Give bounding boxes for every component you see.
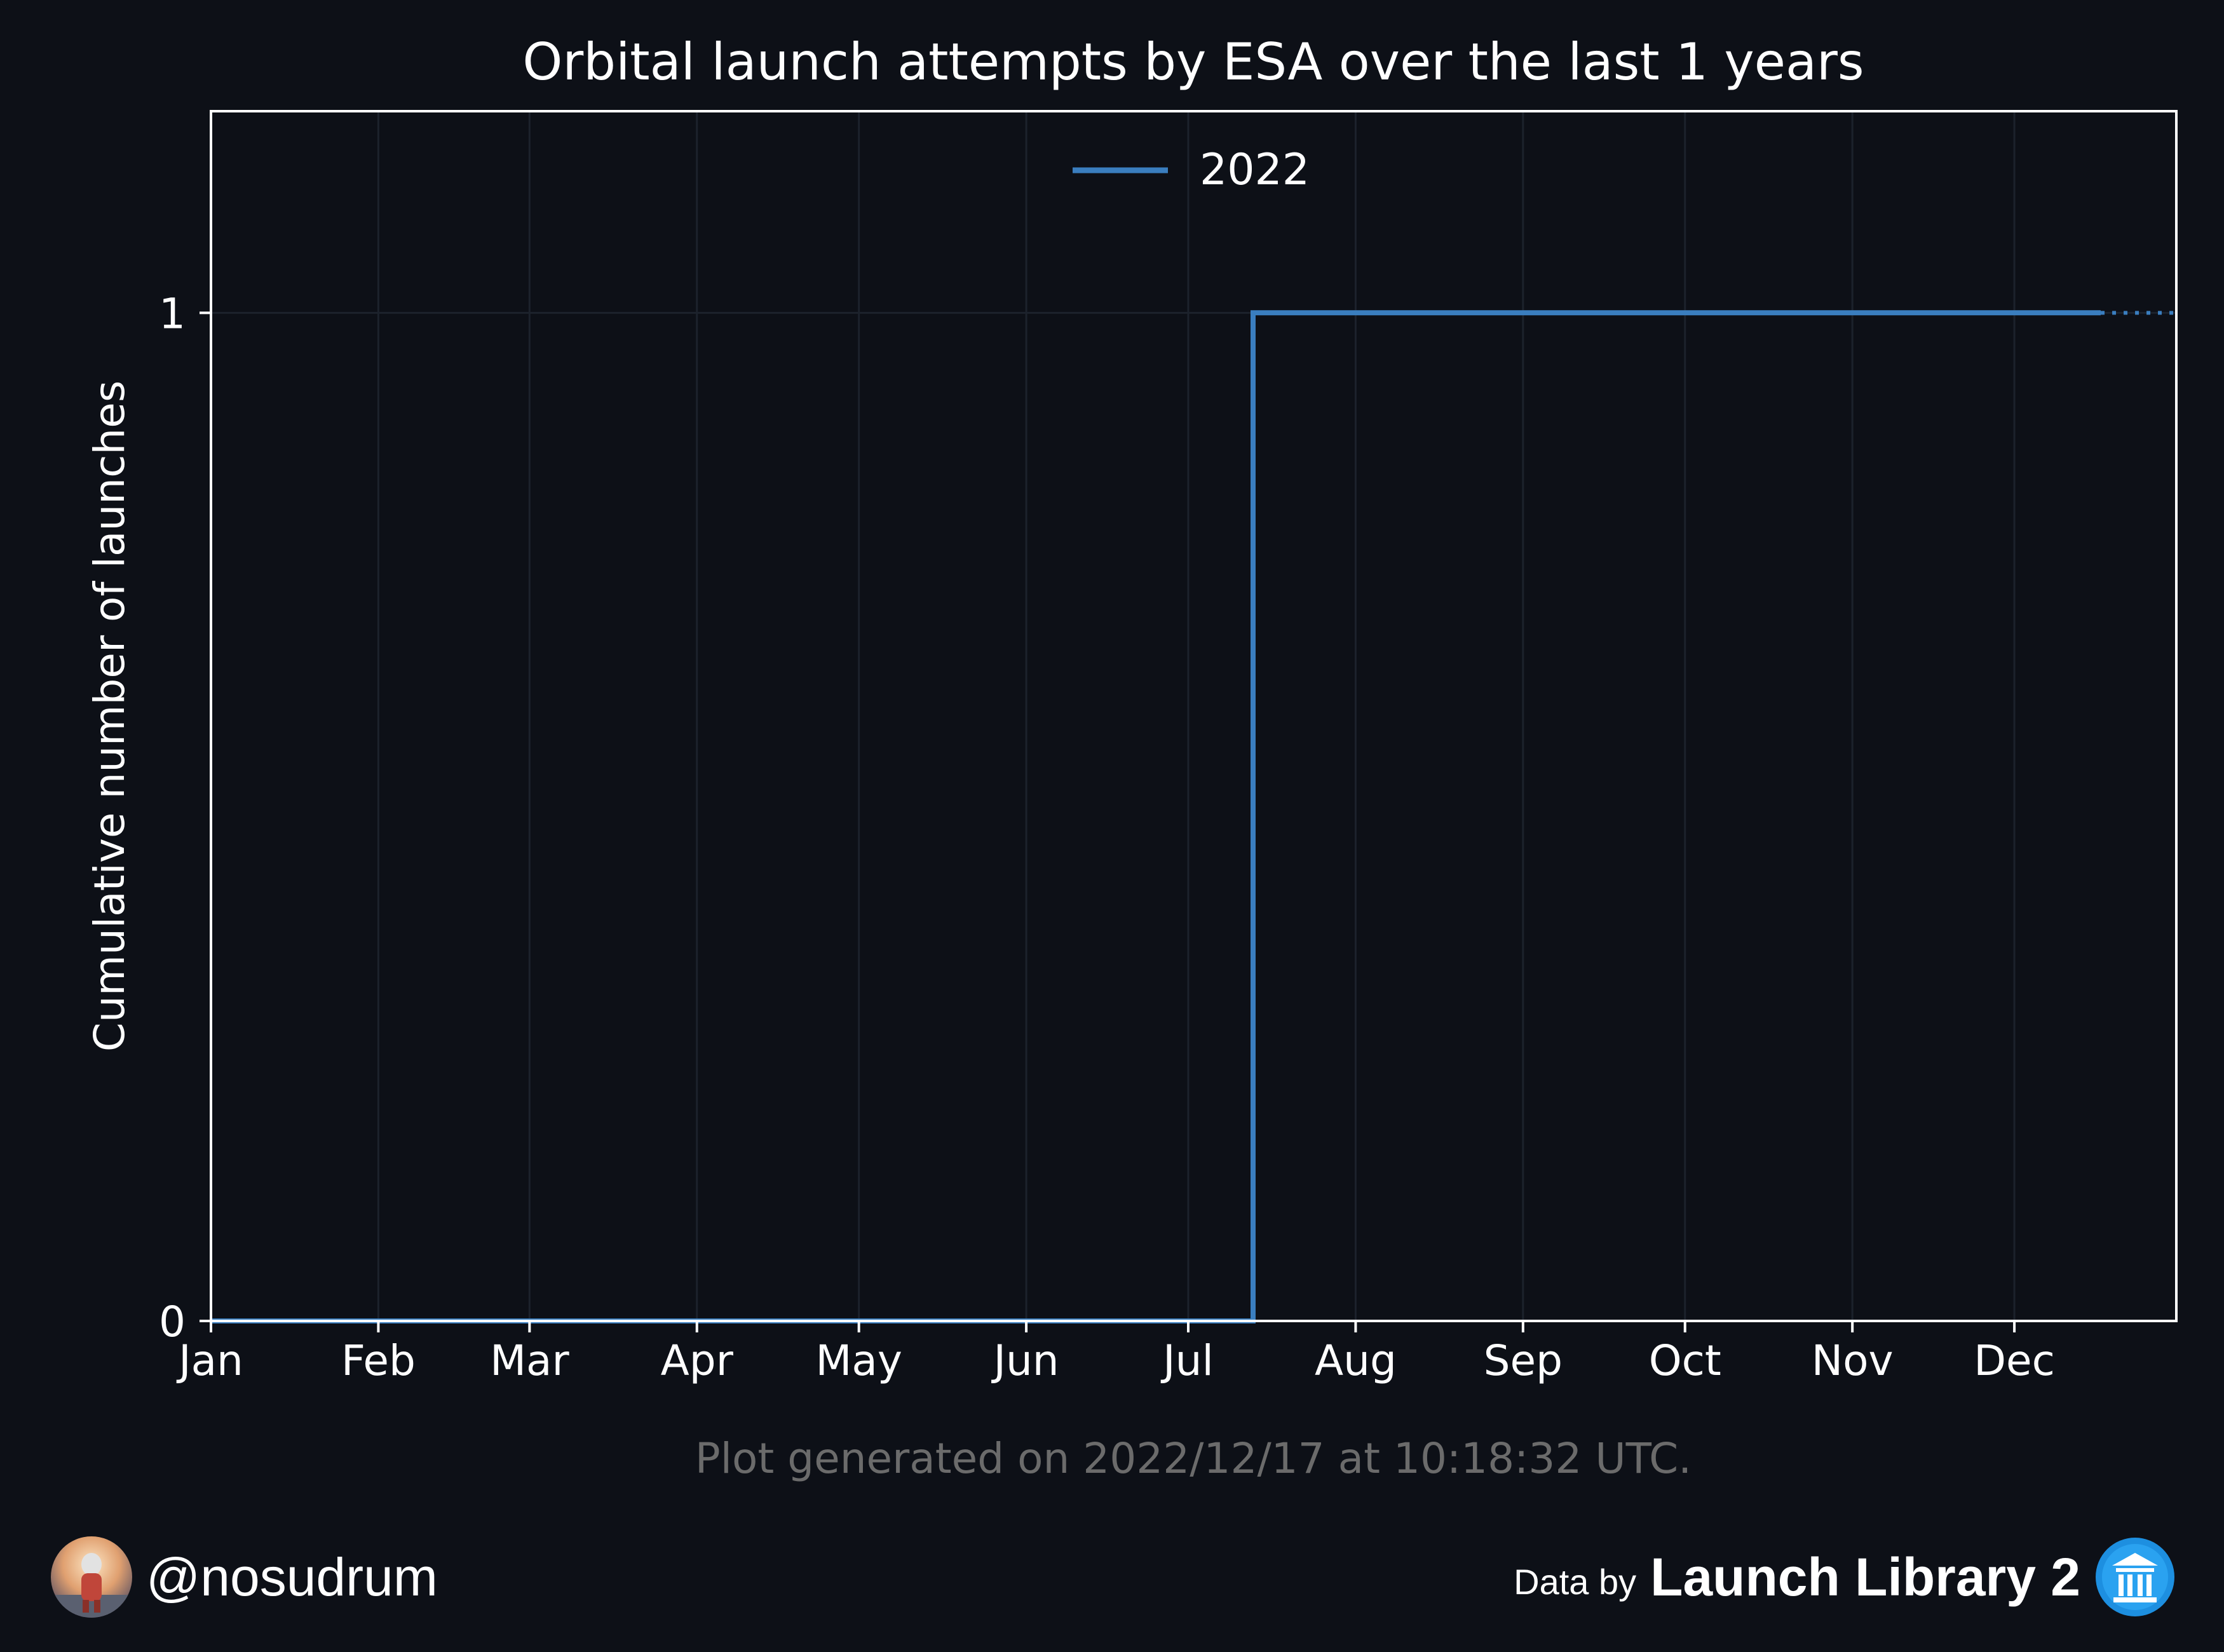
y-axis-label: Cumulative number of launches: [85, 381, 134, 1052]
data-by-label: Data by: [1514, 1561, 1637, 1602]
x-tick-label: Feb: [341, 1336, 416, 1385]
y-tick-label: 1: [159, 289, 186, 338]
launch-library-brand: Launch Library 2: [1650, 1547, 2080, 1607]
legend-label-2022: 2022: [1200, 145, 1310, 195]
x-tick-label: Jul: [1160, 1336, 1214, 1385]
x-tick-label: Mar: [490, 1336, 569, 1385]
x-tick-label: Apr: [661, 1336, 734, 1385]
x-tick-label: Jan: [176, 1336, 243, 1385]
author-handle: @nosudrum: [146, 1547, 438, 1607]
x-tick-label: Oct: [1649, 1336, 1721, 1385]
legend: 2022: [1073, 145, 1310, 195]
x-tick-label: Aug: [1315, 1336, 1397, 1385]
y-axis: 01: [159, 289, 211, 1346]
plot-frame: [210, 110, 2178, 1322]
x-tick-label: May: [815, 1336, 902, 1385]
y-tick-label: 0: [159, 1297, 186, 1346]
x-axis: Jan Feb Mar Apr May Jun Jul Aug Sep Oct Nov Dec: [176, 1321, 2055, 1385]
data-source-credit: Data by Launch Library 2: [1514, 1536, 2176, 1618]
x-tick-label: Nov: [1812, 1336, 1894, 1385]
plot-background: [211, 111, 2176, 1321]
x-tick-label: Dec: [1974, 1336, 2055, 1385]
author-credit: @nosudrum: [51, 1536, 438, 1618]
chart-title: Orbital launch attempts by ESA over the …: [522, 32, 1864, 91]
astronaut-avatar-icon: [51, 1536, 132, 1618]
x-tick-label: Jun: [991, 1336, 1059, 1385]
plot-caption: Plot generated on 2022/12/17 at 10:18:32…: [695, 1434, 1692, 1483]
x-tick-label: Sep: [1484, 1336, 1563, 1385]
launch-library-logo-icon: [2094, 1536, 2176, 1618]
